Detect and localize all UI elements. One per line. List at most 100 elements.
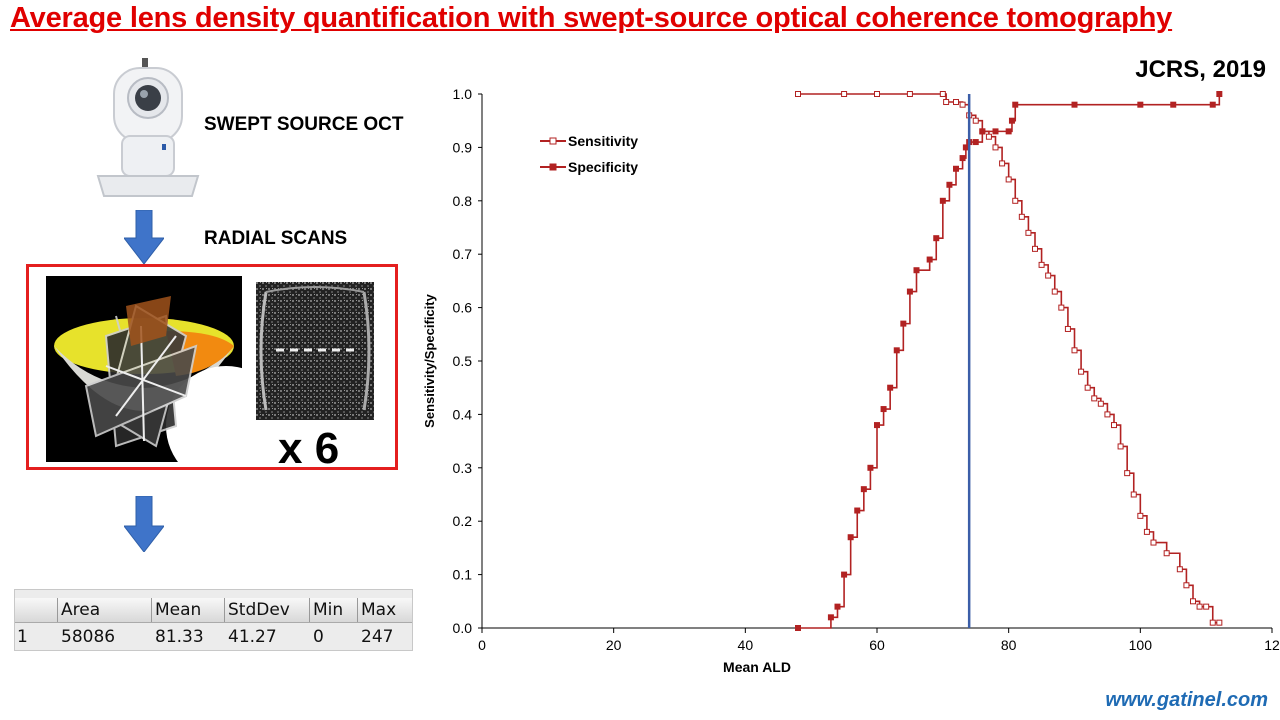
data-point-specificity xyxy=(854,507,861,514)
x-tick-label: 20 xyxy=(606,637,622,653)
data-point-sensitivity xyxy=(1091,395,1098,402)
data-point-specificity xyxy=(795,625,801,631)
table-cell-min: 0 xyxy=(313,627,324,647)
data-point-specificity xyxy=(893,347,900,354)
data-point-specificity xyxy=(834,603,841,610)
table-header-max: Max xyxy=(361,600,397,620)
data-point-specificity xyxy=(1012,101,1019,108)
data-point-sensitivity xyxy=(985,133,992,140)
data-point-specificity xyxy=(1216,91,1223,97)
data-point-sensitivity xyxy=(999,160,1006,167)
data-point-sensitivity xyxy=(1209,619,1216,626)
data-point-sensitivity xyxy=(1111,422,1117,429)
data-point-specificity xyxy=(1170,101,1177,108)
y-tick-label: 0.7 xyxy=(453,246,473,262)
data-point-sensitivity xyxy=(1183,582,1190,589)
data-point-sensitivity xyxy=(1137,512,1144,519)
table-cell-stddev: 41.27 xyxy=(228,627,277,647)
table-header-stddev: StdDev xyxy=(228,600,290,620)
table-header-min: Min xyxy=(313,600,344,620)
y-tick-label: 0.6 xyxy=(453,300,473,316)
data-point-sensitivity xyxy=(1051,288,1058,295)
legend-label-specificity: Specificity xyxy=(568,159,638,175)
x-tick-label: 12 xyxy=(1264,637,1280,653)
data-point-sensitivity xyxy=(1143,528,1150,535)
data-point-sensitivity xyxy=(939,91,946,97)
data-point-sensitivity xyxy=(1124,470,1131,477)
data-point-sensitivity xyxy=(1032,245,1038,252)
y-tick-label: 0.9 xyxy=(453,139,473,155)
data-point-sensitivity xyxy=(1130,491,1137,498)
data-point-specificity xyxy=(972,139,979,146)
data-point-sensitivity xyxy=(1097,400,1104,407)
data-point-sensitivity xyxy=(874,91,880,97)
data-point-sensitivity xyxy=(1203,603,1210,610)
data-point-specificity xyxy=(926,256,933,263)
data-point-specificity xyxy=(906,288,913,295)
data-point-specificity xyxy=(860,486,867,493)
data-point-specificity xyxy=(867,464,874,471)
data-point-specificity xyxy=(1008,117,1015,124)
data-point-specificity xyxy=(939,197,946,204)
y-tick-label: 1.0 xyxy=(453,86,473,102)
table-header-area: Area xyxy=(61,600,101,620)
oct-bscan-image xyxy=(256,282,374,420)
x-axis-label: Mean ALD xyxy=(723,659,791,675)
data-point-specificity xyxy=(887,384,894,391)
data-point-sensitivity xyxy=(1025,229,1032,236)
slide-title: Average lens density quantification with… xyxy=(10,2,1173,34)
data-point-sensitivity xyxy=(1117,443,1124,450)
data-point-sensitivity xyxy=(959,101,966,108)
table-cell-mean: 81.33 xyxy=(155,627,204,647)
table-header xyxy=(15,598,412,623)
data-point-specificity xyxy=(979,128,986,135)
data-point-specificity xyxy=(933,235,940,242)
data-point-specificity xyxy=(946,181,953,188)
series-line-sensitivity xyxy=(798,93,1220,624)
legend-label-sensitivity: Sensitivity xyxy=(568,133,638,149)
down-arrow-icon xyxy=(124,210,164,264)
table-header-mean: Mean xyxy=(155,600,202,620)
y-tick-label: 0.0 xyxy=(453,620,473,636)
device-label: SWEPT SOURCE OCT xyxy=(204,114,404,135)
data-point-sensitivity xyxy=(1078,368,1085,375)
data-point-sensitivity xyxy=(1064,325,1071,332)
data-point-sensitivity xyxy=(1005,176,1012,183)
y-tick-label: 0.5 xyxy=(453,353,473,369)
data-point-specificity xyxy=(874,422,880,429)
data-point-sensitivity xyxy=(1058,304,1065,311)
data-point-sensitivity xyxy=(943,99,950,106)
data-point-sensitivity xyxy=(1038,261,1045,268)
y-tick-label: 0.1 xyxy=(453,567,473,583)
y-tick-label: 0.4 xyxy=(453,406,473,422)
y-tick-label: 0.3 xyxy=(453,460,473,476)
scans-label: RADIAL SCANS xyxy=(204,228,348,249)
data-point-sensitivity xyxy=(992,144,999,151)
table-cell-max: 247 xyxy=(361,627,394,647)
scan-multiplier: x 6 xyxy=(278,424,340,473)
sensitivity-specificity-chart: 0.0 0.1 0.2 0.3 0.4 0.5 0.6 0.7 0.8 0.9 1.0 0 20 40 60… xyxy=(422,86,1280,675)
data-point-sensitivity xyxy=(1018,213,1025,220)
lens-radial-scan-image xyxy=(46,276,242,462)
data-point-sensitivity xyxy=(1012,197,1019,204)
data-point-sensitivity xyxy=(795,91,801,97)
y-tick-label: 0.2 xyxy=(453,513,473,529)
website-footer: www.gatinel.com xyxy=(1105,689,1268,711)
data-point-specificity xyxy=(1071,101,1078,108)
data-point-specificity xyxy=(880,406,887,413)
table-cell-area: 58086 xyxy=(61,627,116,647)
data-point-specificity xyxy=(1209,101,1216,108)
legend-marker-specificity xyxy=(549,163,557,171)
data-point-specificity xyxy=(847,534,854,541)
x-tick-label: 80 xyxy=(1001,637,1017,653)
x-tick-label: 0 xyxy=(478,637,486,653)
data-point-sensitivity xyxy=(1196,603,1203,610)
oct-device-icon xyxy=(96,58,200,197)
data-point-sensitivity xyxy=(1084,384,1091,391)
y-tick-label: 0.8 xyxy=(453,193,473,209)
data-point-sensitivity xyxy=(1104,411,1111,418)
data-point-sensitivity xyxy=(1071,347,1078,354)
data-point-specificity xyxy=(1005,128,1012,135)
data-point-specificity xyxy=(900,320,907,327)
data-point-sensitivity xyxy=(1216,619,1223,626)
